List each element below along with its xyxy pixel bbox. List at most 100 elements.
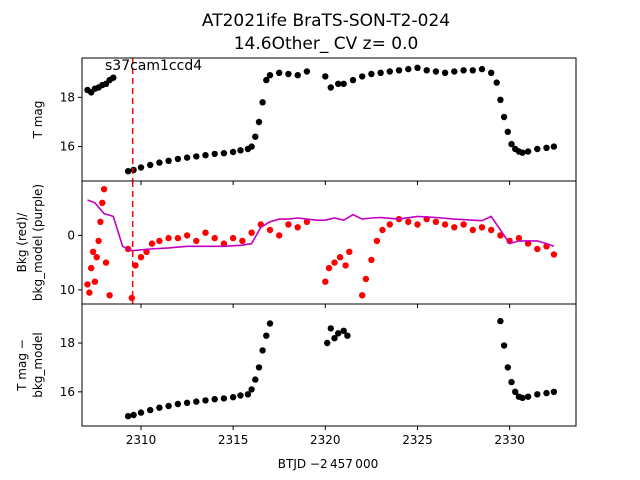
data-point [294, 72, 301, 79]
data-point [156, 159, 163, 166]
data-point [99, 199, 106, 206]
data-point [414, 221, 421, 228]
panel-3: 16 18 2310 2315 2320 2325 2330 T mag − bkg_model [15, 303, 577, 447]
data-point [327, 325, 334, 332]
data-point [183, 232, 191, 239]
data-point [340, 327, 347, 334]
data-point [97, 218, 104, 225]
panel-3-series-1 [124, 317, 558, 420]
y-axis-label-line1: Bkg (red)/ [15, 212, 29, 273]
panel-1-plot-area [84, 58, 558, 181]
data-point [405, 65, 412, 73]
data-point [255, 364, 263, 371]
data-point [386, 221, 393, 228]
data-point [266, 226, 274, 234]
data-point [500, 342, 508, 349]
data-point [508, 140, 515, 148]
data-point [165, 402, 172, 410]
panel-2-plot-area [84, 181, 558, 304]
data-point [500, 113, 508, 121]
x-tick-label: 2315 [218, 433, 249, 447]
data-point [193, 237, 200, 245]
sector-annotation: s37cam1ccd4 [105, 58, 202, 74]
data-point [294, 224, 301, 231]
data-point [165, 234, 172, 242]
data-point [497, 317, 504, 325]
y-tick-label: 16 [60, 385, 75, 399]
data-point [88, 264, 95, 272]
data-point [86, 289, 93, 296]
data-point [331, 335, 338, 342]
data-point [508, 378, 515, 386]
data-point [534, 145, 541, 153]
data-point [550, 388, 558, 395]
data-point [276, 69, 283, 77]
y-tick-label: 10 [60, 283, 75, 297]
data-point [441, 69, 449, 77]
data-point [524, 148, 532, 155]
data-point [478, 224, 486, 231]
data-point [340, 80, 347, 88]
data-point [524, 240, 532, 247]
data-point [259, 99, 266, 106]
data-point [543, 144, 550, 151]
data-point [263, 76, 270, 84]
data-point [488, 226, 495, 234]
data-point [519, 149, 526, 156]
data-point [102, 259, 110, 266]
data-point [362, 275, 370, 283]
data-point [379, 226, 386, 234]
data-point [414, 64, 421, 72]
data-point [95, 237, 102, 245]
data-point [266, 320, 274, 327]
data-point [460, 221, 467, 228]
data-point [342, 262, 349, 269]
data-point [504, 364, 511, 371]
y-tick-label: 18 [60, 90, 75, 104]
data-point [106, 292, 113, 299]
data-point [193, 398, 200, 405]
data-point [423, 67, 430, 74]
panel-1: 16 18 T mag s37cam1ccd4 [31, 57, 577, 185]
data-point [335, 330, 342, 337]
x-tick-label: 2330 [494, 433, 525, 447]
data-point [211, 150, 218, 158]
data-point [497, 96, 504, 104]
data-point [469, 226, 476, 234]
data-point [359, 292, 366, 299]
data-point [519, 394, 526, 402]
data-point [110, 74, 117, 81]
data-point [322, 278, 329, 285]
data-point [263, 332, 270, 339]
data-point [303, 68, 311, 75]
data-point [373, 237, 381, 245]
data-point [386, 68, 393, 75]
y-axis-label: T mag [31, 101, 45, 140]
data-point [451, 224, 458, 231]
data-point [497, 232, 504, 239]
data-point [368, 70, 375, 78]
data-point [147, 161, 154, 169]
panel-2-frame [81, 180, 577, 305]
data-point [432, 68, 440, 75]
data-point [266, 72, 274, 79]
data-point [237, 392, 244, 399]
y-axis-label-line2: bkg_model [31, 332, 45, 398]
y-tick-label: 18 [60, 336, 75, 350]
data-point [124, 413, 132, 420]
y-axis-label-line1: T mag − [15, 339, 29, 392]
data-point [244, 391, 252, 398]
data-point [325, 264, 333, 272]
data-point [276, 232, 283, 239]
data-point [336, 254, 344, 261]
data-point [137, 254, 145, 261]
chart-title-line2: 14.6Other_ CV z= 0.0 [234, 34, 419, 54]
data-point [89, 248, 97, 255]
x-tick-label: 2310 [126, 433, 157, 447]
data-point [239, 237, 246, 245]
data-point [285, 70, 292, 78]
x-tick-label: 2325 [402, 433, 433, 447]
data-point [344, 332, 351, 339]
data-point [285, 221, 292, 228]
